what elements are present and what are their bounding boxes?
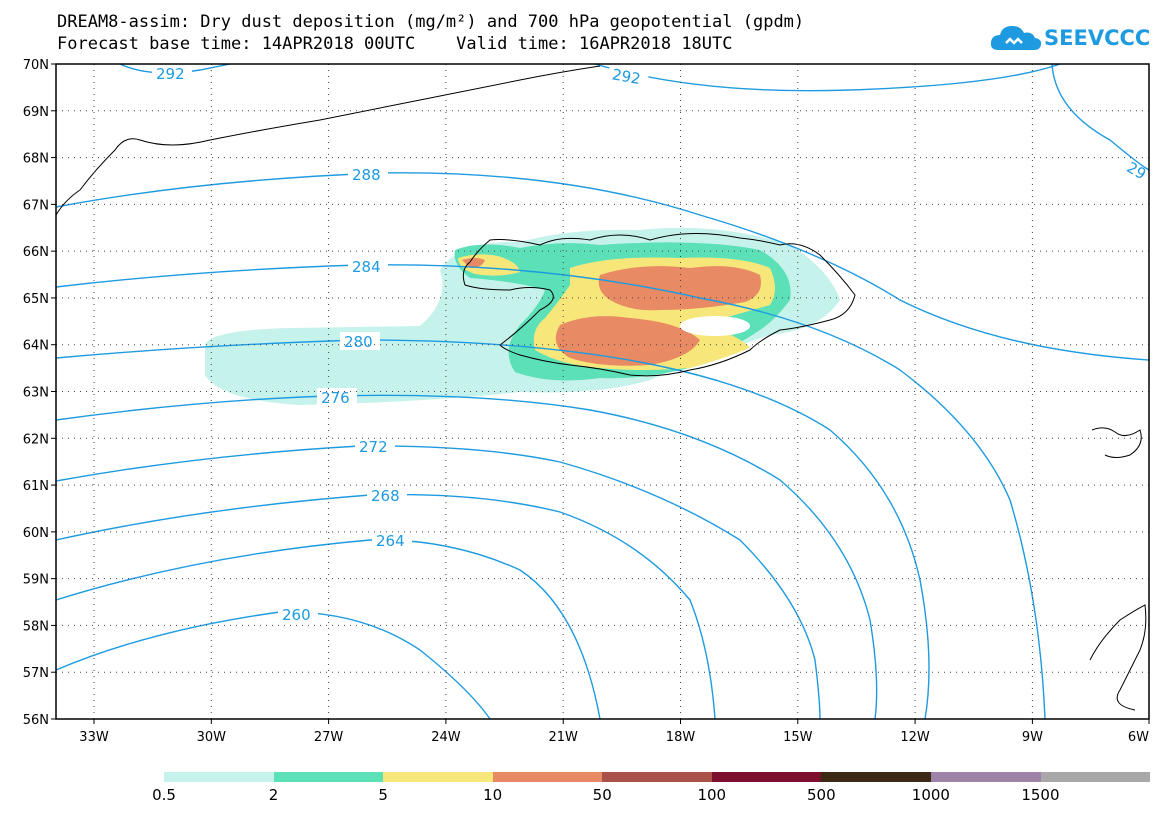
lat-label: 69N	[23, 105, 49, 120]
legend-label: 50	[592, 786, 612, 804]
lat-label: 68N	[23, 152, 49, 167]
lon-label: 12W	[900, 730, 930, 745]
color-legend	[164, 772, 1151, 782]
lat-label: 65N	[23, 292, 49, 307]
legend-label: 1500	[1021, 786, 1060, 804]
forecast-map: 292 292 29 288 284 280 276 272 268 264 2…	[23, 58, 1150, 745]
legend-swatch	[602, 772, 712, 782]
lat-label: 62N	[23, 432, 49, 447]
contour-label-288: 288	[352, 166, 381, 184]
contour-label-268: 268	[371, 487, 400, 505]
lat-label: 61N	[23, 479, 49, 494]
legend-swatch	[1040, 772, 1151, 782]
lat-label: 66N	[23, 245, 49, 260]
dust-area-orange-west	[462, 258, 485, 268]
lon-label: 24W	[431, 730, 461, 745]
lon-label: 6W	[1128, 730, 1149, 745]
scotland-coast	[1089, 604, 1147, 711]
map-title: DREAM8-assim: Dry dust deposition (mg/m²…	[57, 12, 805, 32]
lat-label: 59N	[23, 573, 49, 588]
faroe-islands-coast	[1091, 427, 1142, 458]
lon-label: 33W	[79, 730, 109, 745]
lon-label: 27W	[314, 730, 344, 745]
legend-label: 2	[268, 786, 279, 804]
coastlines	[56, 65, 1147, 711]
map-grid	[56, 64, 1149, 719]
legend-label: 10	[483, 786, 503, 804]
legend-swatch	[383, 772, 493, 782]
legend-labels: 0.5 2 5 10 50 100 500 1000 1500	[0, 786, 1175, 806]
axis-ticks	[51, 63, 1150, 724]
lat-label: 60N	[23, 526, 49, 541]
lat-label: 57N	[23, 666, 49, 681]
lat-label: 58N	[23, 619, 49, 634]
lon-label: 30W	[197, 730, 227, 745]
lat-label: 64N	[23, 339, 49, 354]
contour-label-284: 284	[352, 258, 381, 276]
iceland-coast	[462, 233, 856, 377]
dust-area-orange	[598, 266, 761, 311]
contour-label-292-east: 292	[611, 65, 642, 88]
legend-swatch	[164, 772, 274, 782]
legend-label: 100	[697, 786, 727, 804]
contour-label-29: 29	[1124, 158, 1150, 183]
lat-label: 63N	[23, 386, 49, 401]
seevccc-logo: SEEVCCC	[988, 18, 1168, 58]
legend-swatch	[711, 772, 822, 782]
legend-label: 1000	[911, 786, 950, 804]
lon-label: 21W	[548, 730, 578, 745]
clear-area-inner	[685, 319, 745, 333]
lon-label: 15W	[783, 730, 813, 745]
lat-label: 67N	[23, 198, 49, 213]
contour-label-280: 280	[344, 333, 373, 351]
legend-swatch	[821, 772, 931, 782]
legend-label: 5	[378, 786, 388, 804]
legend-swatch	[273, 772, 384, 782]
map-subtitle: Forecast base time: 14APR2018 00UTC Vali…	[57, 34, 733, 54]
dust-deposition-field	[205, 227, 840, 405]
cloud-icon	[990, 26, 1042, 50]
latitude-labels: 70N 69N 68N 67N 66N 65N 64N 63N 62N 61N 60N 59N 58N 5…	[23, 58, 49, 728]
contour-label-260: 260	[282, 606, 311, 624]
contour-label-264: 264	[376, 532, 405, 550]
legend-swatch	[930, 772, 1041, 782]
longitude-labels: 33W 30W 27W 24W 21W 18W 15W 12W 9W 6W	[79, 730, 1149, 745]
legend-swatch	[492, 772, 603, 782]
contour-label-272: 272	[359, 438, 388, 456]
logo-text: SEEVCCC	[1044, 26, 1151, 50]
dust-area-orange-south	[555, 316, 700, 366]
greenland-coast	[56, 65, 601, 216]
lat-label: 70N	[23, 58, 49, 73]
lon-label: 18W	[666, 730, 696, 745]
contour-label-276: 276	[321, 389, 350, 407]
lon-label: 9W	[1022, 730, 1043, 745]
contour-label-292-west: 292	[156, 65, 185, 83]
legend-label: 500	[807, 786, 836, 804]
lat-label: 56N	[23, 713, 49, 728]
legend-label: 0.5	[152, 786, 176, 804]
